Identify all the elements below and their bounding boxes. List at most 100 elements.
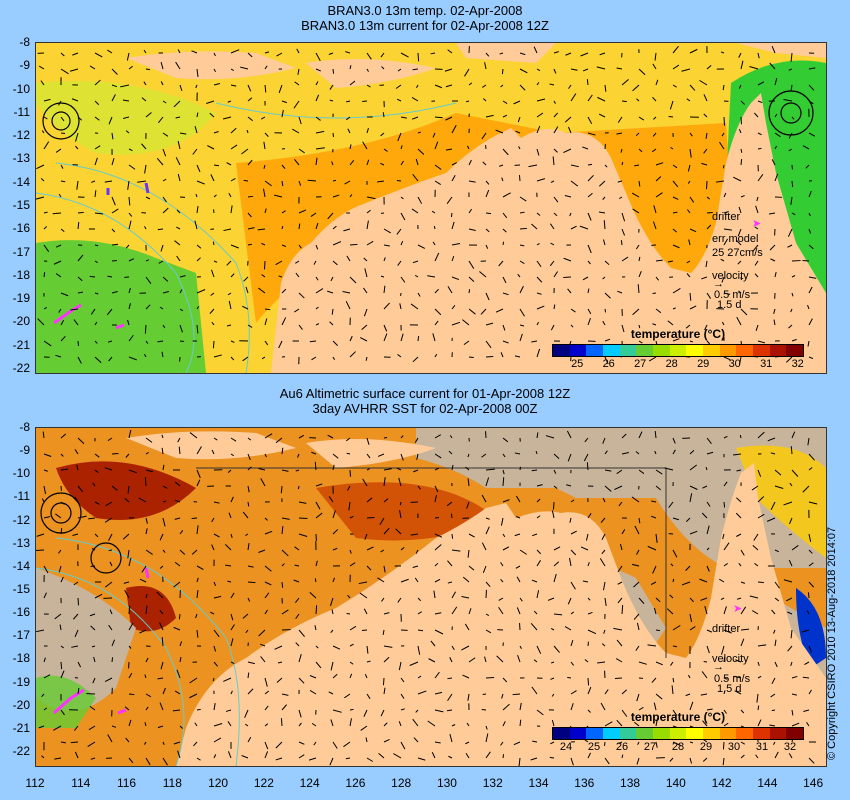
current-arrow xyxy=(568,84,572,89)
current-arrow xyxy=(757,147,762,150)
current-arrow xyxy=(482,84,487,88)
current-arrow xyxy=(60,292,69,297)
current-arrow xyxy=(547,597,555,601)
current-arrow xyxy=(347,594,351,599)
current-arrow xyxy=(771,677,776,685)
current-arrow xyxy=(60,741,66,744)
current-arrow xyxy=(410,303,419,310)
current-arrow xyxy=(281,581,284,588)
current-arrow xyxy=(519,196,527,202)
current-arrow xyxy=(502,437,509,443)
bottom-legend-title: temperature (°C) xyxy=(630,710,726,724)
current-arrow xyxy=(652,63,657,70)
current-arrow xyxy=(721,645,725,655)
current-arrow xyxy=(128,148,133,151)
current-arrow xyxy=(400,578,409,583)
current-arrow xyxy=(587,597,591,601)
lon-label: 120 xyxy=(208,776,229,790)
top-colorbar-tick: 31 xyxy=(760,358,773,370)
current-arrow xyxy=(332,68,335,74)
current-arrow xyxy=(195,84,198,89)
current-arrow xyxy=(468,180,476,183)
current-arrow xyxy=(447,286,453,294)
current-arrow xyxy=(445,84,453,88)
current-arrow xyxy=(293,579,300,583)
current-arrow xyxy=(297,68,300,75)
current-arrow xyxy=(383,477,386,487)
current-arrow xyxy=(468,208,473,214)
current-arrow xyxy=(700,597,708,601)
current-arrow xyxy=(553,561,560,567)
current-arrow xyxy=(349,661,354,665)
current-arrow xyxy=(738,562,742,567)
current-arrow xyxy=(434,453,442,459)
current-arrow xyxy=(60,68,69,75)
current-arrow xyxy=(309,340,317,343)
current-arrow xyxy=(570,68,578,71)
current-arrow xyxy=(145,517,148,524)
current-arrow xyxy=(128,622,134,631)
bottom-lat-label: -17 xyxy=(12,628,30,643)
current-arrow xyxy=(174,481,181,487)
current-arrow xyxy=(689,613,693,622)
current-arrow xyxy=(655,485,662,491)
current-arrow xyxy=(635,645,640,651)
current-arrow xyxy=(553,271,558,278)
current-arrow xyxy=(805,164,810,169)
current-arrow xyxy=(653,702,657,711)
current-arrow xyxy=(735,512,742,519)
current-arrow xyxy=(462,576,470,583)
current-arrow xyxy=(465,741,470,745)
current-arrow xyxy=(111,132,114,140)
current-arrow xyxy=(400,677,405,683)
current-arrow xyxy=(481,453,487,458)
colorbar-swatch xyxy=(569,345,587,356)
current-arrow xyxy=(582,146,589,150)
current-arrow xyxy=(502,114,508,118)
current-arrow xyxy=(501,693,504,699)
current-arrow xyxy=(754,562,759,567)
current-arrow xyxy=(281,693,289,696)
current-arrow xyxy=(383,565,386,573)
current-arrow xyxy=(315,130,325,134)
current-arrow xyxy=(757,100,763,104)
bottom-velocity-arrow: → xyxy=(713,661,724,673)
current-arrow xyxy=(315,560,318,567)
current-arrow xyxy=(72,533,79,536)
current-arrow xyxy=(723,542,730,551)
current-arrow xyxy=(275,757,283,761)
current-arrow xyxy=(519,52,526,56)
current-arrow xyxy=(451,304,456,310)
current-arrow xyxy=(264,453,267,458)
current-arrow xyxy=(754,273,759,278)
current-arrow xyxy=(298,754,305,759)
current-arrow xyxy=(280,485,283,494)
current-arrow xyxy=(672,244,680,249)
current-arrow xyxy=(143,353,147,358)
current-arrow xyxy=(276,52,283,57)
current-arrow xyxy=(143,81,147,86)
current-arrow xyxy=(791,722,800,727)
current-arrow xyxy=(689,132,693,137)
current-arrow xyxy=(602,581,606,591)
current-arrow xyxy=(672,45,679,54)
current-arrow xyxy=(672,228,678,233)
current-arrow xyxy=(213,437,218,441)
current-arrow xyxy=(417,148,425,155)
current-arrow xyxy=(722,84,725,91)
current-arrow xyxy=(298,533,308,538)
current-arrow xyxy=(264,565,272,572)
current-arrow xyxy=(570,93,577,102)
current-arrow xyxy=(178,613,181,620)
current-arrow xyxy=(294,308,300,313)
current-arrow xyxy=(434,741,441,744)
colorbar-swatch xyxy=(786,345,804,356)
current-arrow xyxy=(635,132,640,137)
current-arrow xyxy=(94,244,99,247)
current-arrow xyxy=(706,292,712,299)
current-arrow xyxy=(58,565,62,573)
current-arrow xyxy=(434,116,443,119)
current-arrow xyxy=(329,757,334,766)
current-arrow xyxy=(230,177,236,182)
current-arrow xyxy=(706,501,711,507)
